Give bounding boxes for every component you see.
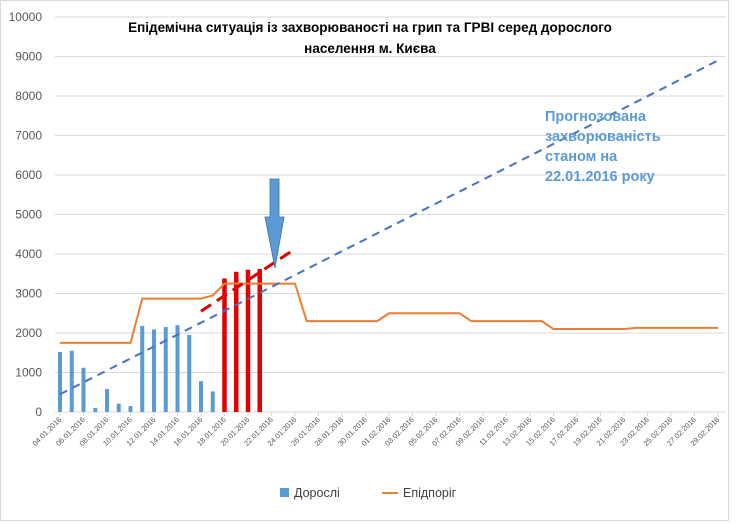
legend-adults-label: Дорослі [294,486,340,500]
bar-adults [199,381,203,412]
y-tick-label: 3000 [15,287,42,301]
bar-adults [81,367,86,412]
bar-adults [175,325,180,412]
y-axis: 0 1000 2000 3000 4000 5000 6000 7000 8000 9000 100… [9,10,43,419]
bar-adults-highlighted [234,271,239,412]
y-tick-label: 7000 [15,129,42,143]
chart-frame [0,0,729,521]
y-tick-label: 4000 [15,247,42,261]
y-tick-label: 5000 [15,208,42,222]
y-tick-label: 9000 [15,50,42,64]
legend-threshold-label: Епідпоріг [403,486,457,500]
y-tick-label: 8000 [15,89,42,103]
bar-adults-highlighted [222,278,227,412]
y-tick-label: 6000 [15,168,42,182]
legend-adults-swatch [280,488,289,497]
bar-adults-highlighted [257,269,262,412]
chart-title-line-2: населення м. Києва [304,41,436,56]
bars [58,269,262,412]
bar-adults-highlighted [245,269,251,412]
y-tick-label: 1000 [15,366,42,380]
down-arrow-icon [264,178,285,269]
annotation-line-4: 22.01.2016 року [545,169,655,185]
annotation-line-3: станом на [545,149,618,165]
threshold-line [60,282,718,344]
chart-title-line-1: Епідемічна ситуація із захворюваності на… [128,20,612,35]
lines [59,59,719,396]
bar-adults [140,325,145,412]
legend: Дорослі Епідпоріг [280,486,457,500]
bar-adults [116,403,121,412]
y-tick-label: 0 [35,405,42,419]
bar-adults [128,406,133,412]
y-tick-label: 10000 [9,10,43,24]
bar-adults [93,408,98,412]
bar-adults [163,327,168,412]
forecast-annotation: Прогнозована захворюваність станом на 22… [545,109,661,185]
bar-adults [187,334,192,412]
forecast-trendline [59,59,719,396]
bar-adults [210,391,215,412]
bar-adults [152,329,156,412]
bar-adults [69,350,74,412]
bar-adults [58,351,62,412]
annotation-line-1: Прогнозована [545,109,647,125]
annotation-line-2: захворюваність [545,129,661,145]
y-tick-label: 2000 [15,326,42,340]
bar-adults [105,389,109,412]
